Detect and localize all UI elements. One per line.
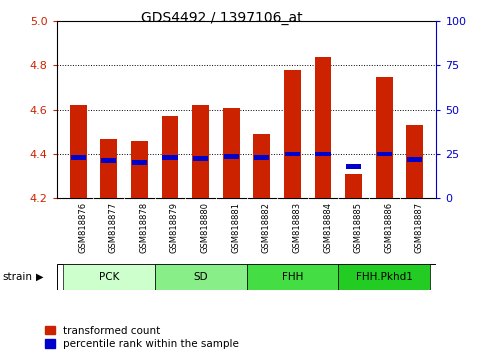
Bar <box>63 264 155 290</box>
Text: GSM818880: GSM818880 <box>201 201 210 252</box>
Bar <box>70 155 86 160</box>
Bar <box>224 154 239 159</box>
Bar <box>193 156 208 161</box>
Text: GSM818876: GSM818876 <box>78 201 87 253</box>
Text: GSM818882: GSM818882 <box>262 201 271 252</box>
Text: GSM818885: GSM818885 <box>353 201 363 252</box>
Text: ▶: ▶ <box>36 272 43 282</box>
Bar <box>285 152 300 156</box>
Text: PCK: PCK <box>99 272 119 282</box>
Bar <box>101 158 116 163</box>
Text: GSM818883: GSM818883 <box>292 201 301 253</box>
Text: FHH: FHH <box>282 272 303 282</box>
Text: GSM818884: GSM818884 <box>323 201 332 252</box>
Bar <box>407 157 423 162</box>
Bar <box>345 174 362 198</box>
Bar <box>155 264 246 290</box>
Text: GSM818877: GSM818877 <box>109 201 118 253</box>
Bar <box>246 264 338 290</box>
Bar <box>253 134 270 198</box>
Bar <box>377 152 392 156</box>
Text: GSM818878: GSM818878 <box>140 201 148 253</box>
Text: FHH.Pkhd1: FHH.Pkhd1 <box>356 272 413 282</box>
Bar <box>223 108 240 198</box>
Bar <box>70 105 87 198</box>
Text: GSM818886: GSM818886 <box>384 201 393 253</box>
Bar <box>406 125 423 198</box>
Legend: transformed count, percentile rank within the sample: transformed count, percentile rank withi… <box>45 326 239 349</box>
Text: strain: strain <box>2 272 33 282</box>
Bar <box>132 160 147 165</box>
Bar <box>346 164 361 169</box>
Bar <box>192 105 209 198</box>
Bar <box>316 152 331 156</box>
Text: GSM818881: GSM818881 <box>231 201 240 252</box>
Bar <box>376 76 393 198</box>
Bar <box>131 141 148 198</box>
Text: GDS4492 / 1397106_at: GDS4492 / 1397106_at <box>141 11 303 25</box>
Text: GSM818887: GSM818887 <box>415 201 424 253</box>
Bar <box>100 138 117 198</box>
Bar <box>284 70 301 198</box>
Bar <box>315 57 331 198</box>
Text: GSM818879: GSM818879 <box>170 201 179 252</box>
Bar <box>338 264 430 290</box>
Bar <box>162 116 178 198</box>
Bar <box>162 155 177 160</box>
Text: SD: SD <box>193 272 208 282</box>
Bar <box>254 155 269 160</box>
